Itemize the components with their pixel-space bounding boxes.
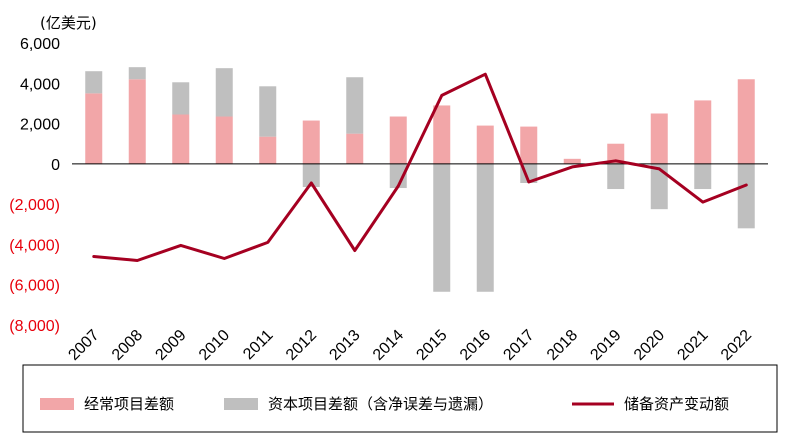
legend-swatch-current-account xyxy=(40,398,74,410)
bar-current-account xyxy=(737,79,755,164)
bar-current-account xyxy=(563,158,581,164)
legend-label-reserve-assets: 储备资产变动额 xyxy=(624,395,729,413)
bar-capital-account xyxy=(737,163,755,229)
bar-capital-account xyxy=(607,163,625,190)
y-tick-label: 0 xyxy=(51,157,60,174)
x-tick-label: 2012 xyxy=(283,327,320,364)
x-tick-label: 2017 xyxy=(500,327,537,364)
y-tick-label: (8,000) xyxy=(9,318,60,335)
x-tick-label: 2020 xyxy=(631,327,668,364)
bar-capital-account xyxy=(172,82,190,115)
line-series xyxy=(92,72,748,262)
bar-current-account xyxy=(433,105,451,164)
bar-current-account xyxy=(389,116,407,164)
x-tick-label: 2014 xyxy=(370,327,407,364)
bar-current-account xyxy=(85,93,103,164)
y-tick-label: (6,000) xyxy=(9,278,60,295)
bar-capital-account xyxy=(215,68,233,117)
x-tick-label: 2021 xyxy=(674,327,711,364)
bar-current-account xyxy=(259,136,277,164)
bar-capital-account xyxy=(302,163,320,188)
bar-current-account xyxy=(128,79,146,164)
bar-capital-account xyxy=(259,86,277,137)
bar-capital-account xyxy=(128,67,146,80)
bar-current-account xyxy=(520,126,538,164)
bar-capital-account xyxy=(433,163,451,292)
x-tick-label: 2011 xyxy=(240,327,276,363)
bar-capital-account xyxy=(476,163,494,292)
bar-current-account xyxy=(215,116,233,164)
bar-current-account xyxy=(607,143,625,164)
unit-label: (亿美元) xyxy=(40,14,97,32)
bar-capital-account xyxy=(85,71,103,94)
bar-current-account xyxy=(694,100,712,164)
x-tick-label: 2010 xyxy=(196,327,233,364)
line-reserve-assets xyxy=(92,72,748,262)
legend-label-capital-account: 资本项目差额（含净误差与遗漏） xyxy=(268,395,493,413)
legend-box xyxy=(22,364,778,433)
bar-current-account xyxy=(476,125,494,164)
x-tick-label: 2019 xyxy=(587,327,624,364)
legend-label-current-account: 经常项目差额 xyxy=(84,395,174,413)
y-axis: (8,000) (6,000) (4,000) (2,000) 0 2,000 4,000 6… xyxy=(9,36,60,335)
x-tick-label: 2013 xyxy=(326,327,363,364)
x-tick-label: 2022 xyxy=(718,327,755,364)
x-tick-label: 2015 xyxy=(413,327,450,364)
bar-current-account xyxy=(346,133,364,164)
bar-current-account xyxy=(650,113,668,164)
bar-current-account xyxy=(302,120,320,164)
x-tick-label: 2009 xyxy=(152,327,189,364)
bar-capital-account xyxy=(694,163,712,190)
bar-capital-account xyxy=(346,77,364,134)
legend: 经常项目差额 资本项目差额（含净误差与遗漏） 储备资产变动额 xyxy=(22,364,778,433)
bars xyxy=(85,67,755,292)
y-tick-label: 6,000 xyxy=(20,36,60,53)
bar-capital-account xyxy=(650,163,668,210)
x-tick-label: 2008 xyxy=(109,327,146,364)
legend-swatch-capital-account xyxy=(224,398,258,410)
bar-current-account xyxy=(172,114,190,164)
y-tick-label: 2,000 xyxy=(20,117,60,134)
bar-capital-account xyxy=(389,163,407,189)
x-tick-label: 2018 xyxy=(544,327,581,364)
x-tick-label: 2016 xyxy=(457,327,494,364)
x-axis: 2007 2008 2009 2010 2011 2012 2013 2014 2015 2016… xyxy=(65,327,755,364)
y-tick-label: (4,000) xyxy=(9,237,60,254)
x-tick-label: 2007 xyxy=(65,327,102,364)
y-tick-label: 4,000 xyxy=(20,76,60,93)
y-tick-label: (2,000) xyxy=(9,197,60,214)
